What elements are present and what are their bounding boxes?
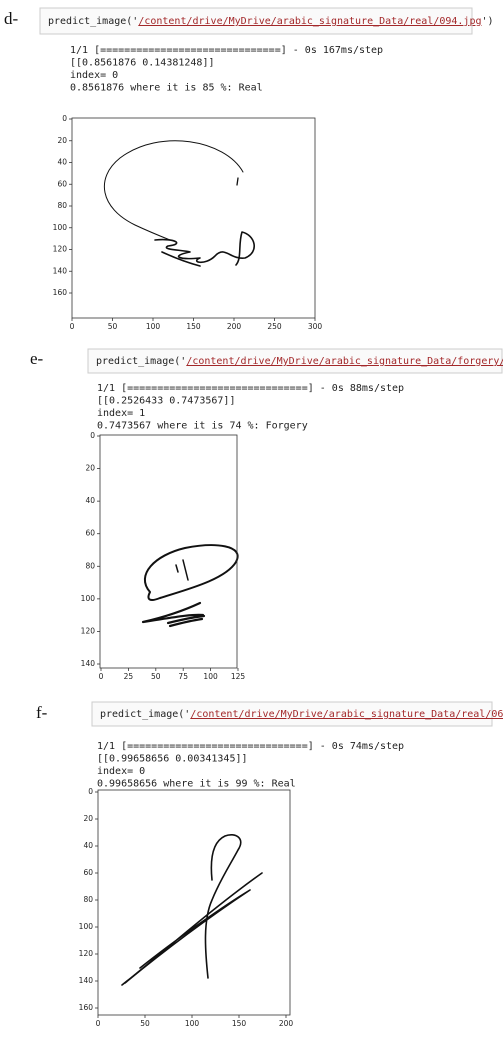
y-tick-label: 40 [85, 496, 95, 505]
y-tick-label: 0 [62, 114, 67, 123]
y-tick-label: 160 [79, 1003, 94, 1012]
x-tick-label: 50 [151, 672, 161, 681]
code-text: predict_image(' [48, 16, 138, 27]
x-tick-label: 150 [232, 1019, 247, 1028]
x-tick-label: 0 [99, 672, 104, 681]
y-tick-label: 40 [57, 158, 67, 167]
y-tick-label: 100 [81, 594, 96, 603]
x-tick-label: 150 [186, 322, 201, 331]
y-tick-label: 60 [57, 179, 67, 188]
x-tick-label: 100 [146, 322, 161, 331]
y-tick-label: 20 [83, 814, 93, 823]
output-line: 0.7473567 where it is 74 %: Forgery [97, 421, 308, 432]
signature-image [122, 835, 262, 985]
output-line: 1/1 [==============================] - 0… [97, 383, 404, 394]
y-tick-label: 40 [83, 841, 93, 850]
x-tick-label: 75 [178, 672, 188, 681]
output-line: 0.99658656 where it is 99 %: Real [97, 779, 296, 790]
x-tick-label: 250 [267, 322, 282, 331]
y-tick-label: 140 [79, 976, 94, 985]
x-tick-label: 100 [185, 1019, 200, 1028]
output-line: [[0.2526433 0.7473567]] [97, 396, 235, 407]
plot-frame [72, 118, 315, 318]
y-tick-label: 100 [79, 922, 94, 931]
output-line: 1/1 [==============================] - 0… [97, 741, 404, 752]
output-line: index= 0 [70, 70, 118, 81]
code-path: /content/drive/MyDrive/arabic_signature_… [186, 356, 503, 367]
y-tick-label: 160 [53, 288, 68, 297]
y-tick-label: 60 [85, 529, 95, 538]
output-line: [[0.99658656 0.00341345]] [97, 754, 248, 765]
code-line: predict_image('/content/drive/MyDrive/ar… [48, 16, 494, 27]
x-tick-label: 300 [308, 322, 323, 331]
output-line: 0.8561876 where it is 85 %: Real [70, 83, 263, 94]
x-tick-label: 0 [70, 322, 75, 331]
code-text: predict_image(' [100, 709, 190, 720]
x-tick-label: 0 [96, 1019, 101, 1028]
x-tick-label: 100 [203, 672, 218, 681]
x-tick-label: 125 [231, 672, 246, 681]
y-tick-label: 120 [81, 626, 96, 635]
signature-image [143, 545, 238, 626]
x-tick-label: 50 [108, 322, 118, 331]
y-tick-label: 0 [88, 787, 93, 796]
code-text: predict_image(' [96, 356, 186, 367]
output-line: 1/1 [==============================] - 0… [70, 45, 383, 56]
y-tick-label: 80 [83, 895, 93, 904]
output-line: index= 0 [97, 766, 145, 777]
y-tick-label: 120 [53, 245, 68, 254]
y-tick-label: 0 [90, 431, 95, 440]
y-tick-label: 140 [53, 266, 68, 275]
notebook-output: d-predict_image('/content/drive/MyDrive/… [0, 0, 503, 1038]
y-tick-label: 20 [57, 136, 67, 145]
y-tick-label: 80 [57, 201, 67, 210]
y-tick-label: 80 [85, 561, 95, 570]
y-tick-label: 120 [79, 949, 94, 958]
signature-image [104, 141, 254, 266]
x-tick-label: 200 [227, 322, 242, 331]
panel-label: e- [30, 349, 44, 368]
code-line: predict_image('/content/drive/MyDrive/ar… [96, 356, 503, 367]
panel-label: f- [36, 703, 48, 722]
code-line: predict_image('/content/drive/MyDrive/ar… [100, 709, 503, 720]
x-tick-label: 200 [279, 1019, 294, 1028]
code-path: /content/drive/MyDrive/arabic_signature_… [190, 709, 503, 720]
y-tick-label: 140 [81, 659, 96, 668]
plot-frame [100, 435, 237, 668]
y-tick-label: 100 [53, 223, 68, 232]
y-tick-label: 20 [85, 464, 95, 473]
x-tick-label: 25 [124, 672, 134, 681]
x-tick-label: 50 [140, 1019, 150, 1028]
y-tick-label: 60 [83, 868, 93, 877]
output-line: index= 1 [97, 408, 145, 419]
code-path: /content/drive/MyDrive/arabic_signature_… [138, 16, 481, 27]
output-line: [[0.8561876 0.14381248]] [70, 58, 215, 69]
panel-label: d- [4, 9, 19, 28]
code-text: ') [481, 16, 493, 27]
